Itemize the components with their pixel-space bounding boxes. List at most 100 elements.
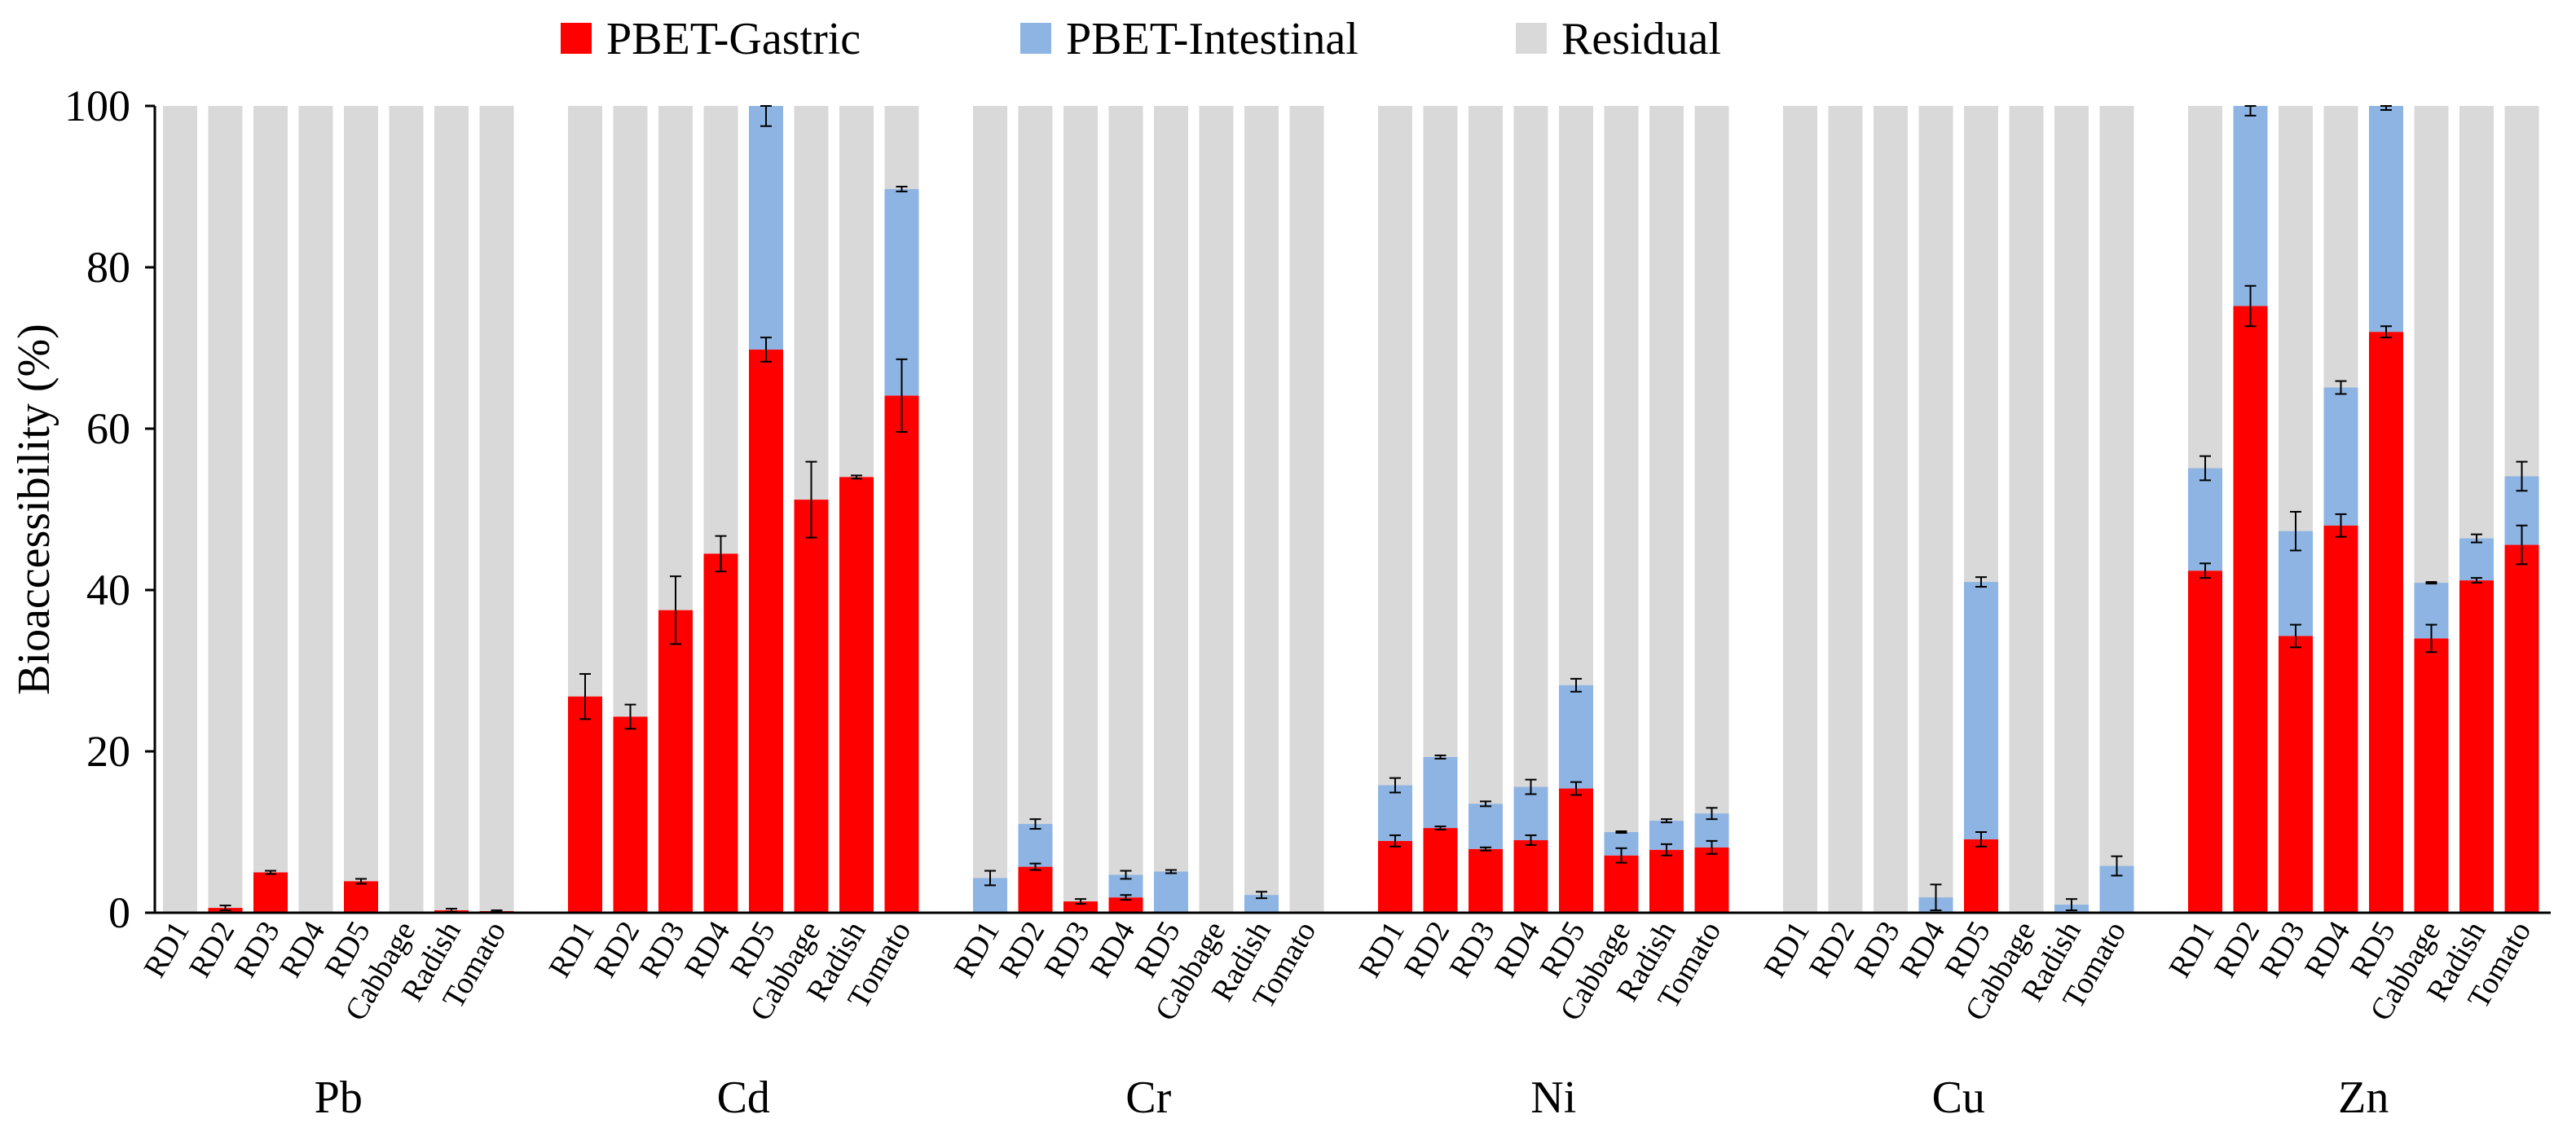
error-bar-intestinal-cu-radish [2066,898,2077,912]
bar-residual-cu-cabbage [2009,106,2044,913]
error-bar-gastric-zn-tomato [2516,524,2528,566]
bar-gastric-zn-rd4 [2323,525,2358,913]
bar-residual-cr-radish [1244,106,1279,913]
bar-gastric-zn-cabbage [2414,638,2449,913]
error-bar-gastric-ni-rd3 [1480,846,1491,852]
error-bar-gastric-ni-rd5 [1570,781,1582,796]
y-tick-label-40: 40 [86,566,130,614]
bar-gastric-ni-rd2 [1423,828,1458,913]
x-tick-label-zn-rd3: RD3 [2253,916,2312,984]
error-bar-intestinal-cr-rd1 [984,870,996,887]
bar-residual-ni-cabbage [1604,106,1639,913]
error-bar-gastric-pb-rd2 [219,905,231,912]
legend-label-pbet-intestinal: PBET-Intestinal [1066,14,1358,64]
error-bar-gastric-ni-rd1 [1389,834,1401,848]
bars-layer [163,106,2539,914]
bar-residual-ni-rd4 [1513,106,1548,913]
bar-residual-cr-rd2 [1018,106,1053,913]
error-bar-gastric-zn-rd2 [2244,284,2257,328]
error-bar-intestinal-ni-rd2 [1434,754,1447,760]
x-tick-label-pb-rd4: RD4 [273,916,332,984]
error-bar-intestinal-zn-rd4 [2335,380,2347,395]
x-tick-label-zn-rd4: RD4 [2298,916,2357,984]
bar-residual-cu-rd4 [1918,106,1953,913]
legend: PBET-Gastric PBET-Intestinal Residual [561,14,1721,64]
group-label-cu: Cu [1932,1072,1985,1123]
x-tick-label-ni-rd1: RD1 [1353,916,1411,984]
y-tick-label-100: 100 [64,81,130,130]
x-tick-label-zn-rd1: RD1 [2163,916,2222,984]
bar-gastric-ni-cabbage [1604,855,1639,913]
error-bar-intestinal-zn-rd5 [2380,105,2392,111]
error-bar-intestinal-cr-rd5 [1165,869,1177,874]
bar-intestinal-cr-rd5 [1154,871,1188,913]
bar-intestinal-ni-rd5 [1559,685,1593,789]
error-bar-gastric-zn-cabbage [2425,623,2437,654]
error-bar-gastric-cd-rd5 [760,337,772,363]
x-tick-label-cr-rd3: RD3 [1038,916,1097,984]
error-bar-gastric-ni-rd2 [1434,826,1447,831]
error-bar-gastric-cd-rd4 [715,535,727,573]
bar-gastric-cd-tomato [884,395,919,913]
error-bar-gastric-cd-rd3 [670,575,681,645]
bar-residual-ni-rd3 [1469,106,1503,913]
bar-residual-ni-radish [1649,106,1684,913]
bar-residual-cr-rd5 [1154,106,1188,913]
error-bar-gastric-cr-rd4 [1120,894,1132,901]
bar-gastric-zn-rd1 [2188,570,2222,913]
error-bar-intestinal-zn-rd3 [2290,510,2301,552]
bar-intestinal-zn-rd5 [2369,106,2403,332]
y-tick-label-0: 0 [108,888,130,937]
error-bar-intestinal-cu-tomato [2111,855,2123,877]
error-bar-intestinal-zn-radish [2471,533,2482,544]
error-bar-gastric-ni-cabbage [1615,847,1627,864]
error-bar-gastric-cd-radish [851,474,862,480]
legend-swatch-pbet-intestinal [1020,23,1051,54]
bar-residual-ni-tomato [1694,106,1729,913]
x-tick-label-cr-rd4: RD4 [1083,916,1142,984]
y-axis-label: Bioaccessibility (%) [9,324,59,695]
bar-gastric-cd-rd5 [749,349,783,914]
bar-residual-pb-rd3 [253,106,288,913]
legend-swatch-pbet-gastric [561,23,592,54]
bar-gastric-cr-rd3 [1063,901,1098,913]
bar-intestinal-zn-radish [2459,538,2494,581]
bar-gastric-ni-radish [1649,849,1684,913]
bar-residual-pb-rd5 [344,106,378,913]
error-bars-layer [219,105,2528,914]
x-tick-label-ni-rd4: RD4 [1488,916,1547,984]
error-bar-intestinal-cu-rd5 [1975,576,1987,588]
bar-gastric-zn-rd5 [2369,332,2403,913]
bar-gastric-cr-rd2 [1018,866,1053,913]
error-bar-intestinal-ni-cabbage [1615,830,1627,834]
error-bar-gastric-pb-rd5 [355,878,367,885]
error-bar-gastric-zn-rd1 [2200,562,2211,579]
bar-intestinal-cu-rd5 [1964,582,1998,839]
x-tick-label-cu-rd4: RD4 [1893,916,1952,984]
legend-label-pbet-gastric: PBET-Gastric [606,14,861,64]
bar-residual-cr-rd3 [1063,106,1098,913]
bar-residual-cr-rd1 [973,106,1007,913]
bar-gastric-cr-rd4 [1108,897,1143,913]
bar-gastric-cd-rd3 [658,610,693,913]
error-bar-intestinal-cd-tomato [896,186,908,192]
error-bar-gastric-zn-rd4 [2335,513,2347,538]
legend-swatch-residual [1516,23,1547,54]
error-bar-gastric-cd-rd1 [579,672,591,720]
bar-intestinal-ni-rd1 [1378,785,1412,841]
bar-intestinal-zn-rd1 [2188,468,2222,571]
group-label-ni: Ni [1530,1072,1576,1123]
bar-gastric-cd-rd2 [613,716,648,913]
error-bar-gastric-ni-rd4 [1525,834,1537,846]
x-tick-label-cd-rd4: RD4 [678,916,737,984]
bar-gastric-cd-cabbage [794,500,829,913]
error-bar-intestinal-cd-rd5 [760,105,772,127]
error-bar-intestinal-cu-rd4 [1930,883,1942,912]
x-tick-label-cu-rd1: RD1 [1758,916,1816,984]
x-tick-label-ni-rd3: RD3 [1443,916,1502,984]
bar-gastric-ni-rd3 [1469,848,1503,913]
y-tick-label-60: 60 [86,404,130,453]
bar-residual-pb-rd4 [298,106,333,913]
bar-gastric-zn-radish [2459,580,2494,913]
